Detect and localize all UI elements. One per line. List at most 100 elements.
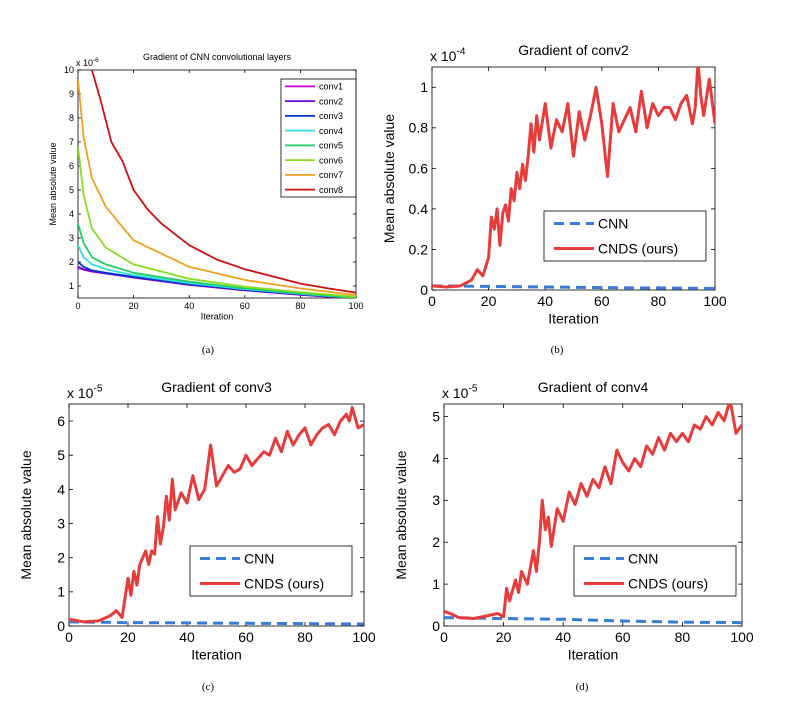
series-line-conv5	[78, 223, 356, 298]
series-group	[69, 405, 364, 626]
y-tick-label: 2	[432, 534, 440, 550]
x-tick-label: 0	[428, 293, 436, 309]
chart-title: Gradient of conv4	[538, 379, 649, 395]
x-axis-label: Iteration	[548, 311, 599, 327]
exponent-base: x 10	[430, 48, 457, 64]
legend-entry: CNN	[598, 215, 628, 231]
y-tick-label: 0.6	[409, 160, 429, 176]
exponent-label: x 10-5	[442, 384, 478, 401]
y-tick-label: 1	[69, 281, 74, 291]
legend-entry: conv8	[319, 185, 343, 195]
series-line-cnn	[69, 620, 364, 626]
exponent-base: x 10	[76, 58, 93, 68]
panel-caption: (b)	[551, 344, 564, 356]
x-axis-label: Iteration	[201, 312, 234, 322]
legend-entry: CNDS (ours)	[628, 575, 708, 591]
y-tick-label: 8	[69, 113, 74, 123]
y-tick-label: 0.4	[409, 201, 429, 217]
x-tick-label: 60	[615, 629, 631, 645]
axes-box	[68, 403, 365, 627]
series-line-conv7	[78, 79, 356, 296]
exponent-base: x 10	[442, 385, 469, 401]
x-tick-label: 20	[496, 629, 512, 645]
legend-entry: conv5	[319, 141, 343, 151]
exponent-label: x 10-5	[67, 384, 103, 401]
x-tick-label: 100	[703, 293, 727, 309]
y-axis-label: Mean absolute value	[393, 450, 409, 579]
exponent-power: -6	[93, 57, 99, 64]
legend-box	[543, 210, 707, 262]
legend-box	[280, 78, 357, 198]
x-tick-label: 80	[675, 629, 691, 645]
series-line-cnds-ours-	[444, 404, 742, 620]
legend-entry: conv4	[319, 126, 343, 136]
y-tick-label: 0.8	[409, 120, 429, 136]
x-tick-label: 20	[120, 629, 136, 645]
chart-title: Gradient of CNN convolutional layers	[143, 52, 292, 62]
series-group	[432, 67, 715, 290]
legend-entry: conv1	[319, 82, 343, 92]
legend-box	[573, 545, 737, 597]
y-tick-label: 6	[69, 161, 74, 171]
x-tick-label: 20	[481, 293, 497, 309]
chart-title: Gradient of conv2	[518, 42, 629, 58]
y-tick-label: 5	[57, 447, 65, 463]
y-tick-label: 2	[69, 257, 74, 267]
exponent-base: x 10	[67, 385, 94, 401]
legend-entry: conv2	[319, 96, 343, 106]
y-tick-label: 4	[57, 481, 65, 497]
y-tick-label: 1	[57, 584, 65, 600]
y-tick-label: 0	[57, 618, 65, 634]
x-tick-label: 40	[537, 293, 553, 309]
x-tick-label: 40	[555, 629, 571, 645]
x-tick-label: 40	[179, 629, 195, 645]
legend-entry: conv3	[319, 111, 343, 121]
series-line-cnds-ours-	[432, 67, 715, 289]
exponent-power: -5	[468, 384, 477, 395]
exponent-power: -5	[93, 384, 102, 395]
x-tick-label: 60	[238, 629, 254, 645]
y-tick-label: 2	[57, 550, 65, 566]
chart-panel-1: 0 20 40 60 80 100 0 0.2 0.4 0.6 0.8 1x 10-4 Gradient…	[381, 42, 727, 356]
x-tick-label: 0	[75, 301, 80, 311]
y-tick-label: 3	[432, 492, 440, 508]
legend: CNN CNDS (ours)	[573, 545, 737, 597]
x-tick-label: 100	[730, 629, 754, 645]
x-tick-label: 100	[348, 301, 363, 311]
y-tick-label: 0.2	[409, 241, 429, 257]
series-line-conv8	[91, 70, 356, 294]
y-tick-label: 1	[420, 79, 428, 95]
legend-entry: conv6	[319, 155, 343, 165]
legend-entry: CNDS (ours)	[598, 240, 678, 256]
x-tick-label: 60	[240, 301, 250, 311]
x-tick-label: 80	[651, 293, 667, 309]
x-tick-label: 20	[129, 301, 139, 311]
legend: CNN CNDS (ours)	[189, 545, 353, 597]
panel-caption: (a)	[202, 344, 215, 356]
chart-panel-2: 0 20 40 60 80 100 0 1 2 3 4 5 6x 10-5 Gradient of con…	[18, 379, 376, 693]
legend-entry: conv7	[319, 170, 343, 180]
y-tick-label: 0	[420, 282, 428, 298]
y-tick-label: 6	[57, 413, 65, 429]
series-line-conv6	[78, 146, 356, 298]
legend-entry: CNDS (ours)	[244, 575, 324, 591]
y-tick-label: 0	[432, 618, 440, 634]
y-tick-label: 3	[57, 515, 65, 531]
y-tick-label: 5	[432, 408, 440, 424]
y-tick-label: 1	[432, 576, 440, 592]
x-tick-label: 0	[440, 629, 448, 645]
x-tick-label: 0	[65, 629, 73, 645]
legend-box	[189, 545, 353, 597]
y-tick-label: 9	[69, 89, 74, 99]
legend: conv1 conv2 conv3 conv4 conv5 conv6 conv7 conv8	[280, 78, 357, 198]
exponent-label: x 10-4	[430, 47, 466, 64]
x-tick-label: 40	[184, 301, 194, 311]
legend-entry: CNN	[628, 550, 658, 566]
y-tick-label: 4	[69, 209, 74, 219]
y-tick-label: 7	[69, 137, 74, 147]
chart-title: Gradient of conv3	[161, 379, 272, 395]
y-tick-label: 10	[64, 65, 74, 75]
series-line-cnds-ours-	[69, 405, 364, 624]
legend-entry: CNN	[244, 550, 274, 566]
